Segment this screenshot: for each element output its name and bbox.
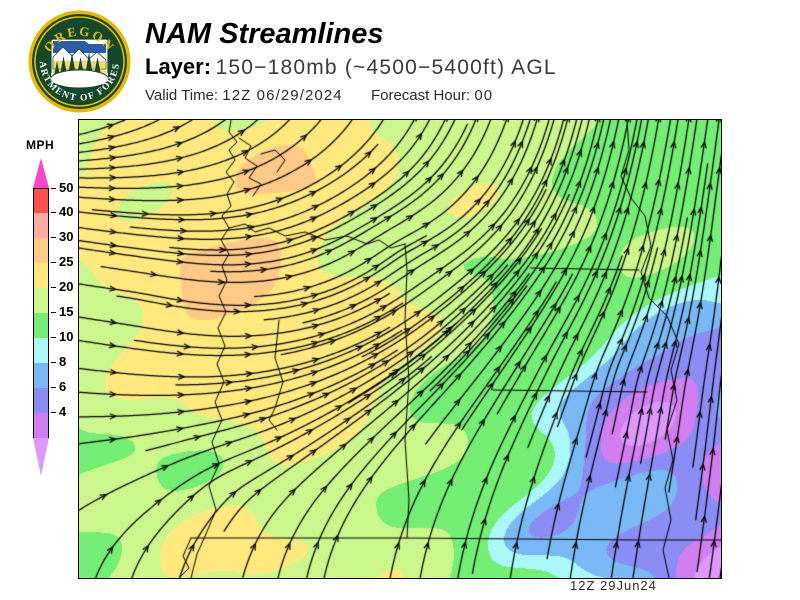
- legend-band: 50: [33, 180, 73, 213]
- wind-speed-legend: MPH 50 40 30 25 20 15 10 8 6 4: [12, 138, 78, 538]
- streamline-map[interactable]: [78, 119, 722, 579]
- legend-tick-mark: [51, 287, 56, 289]
- legend-tick-label: 4: [51, 404, 95, 419]
- legend-cap-bottom-icon: [33, 438, 49, 476]
- legend-band: 10: [33, 329, 73, 363]
- legend-tick-label: 25: [51, 254, 95, 269]
- forecast-hour-value: 00: [474, 87, 494, 104]
- valid-time-label: Valid Time:: [145, 87, 219, 104]
- legend-tick-mark: [51, 362, 56, 364]
- legend-band-list: 50 40 30 25 20 15 10 8 6 4: [33, 180, 73, 438]
- legend-tick-label: 10: [51, 329, 95, 344]
- layer-label: Layer:: [145, 54, 212, 79]
- legend-band: 15: [33, 304, 73, 338]
- legend-tick-mark: [51, 188, 56, 190]
- oregon-dept-forestry-logo-icon: OREGON DEPARTMENT OF FORESTRY: [27, 9, 131, 113]
- legend-tick-mark: [51, 387, 56, 389]
- page-title: NAM Streamlines: [145, 18, 384, 50]
- legend-band: 20: [33, 279, 73, 313]
- legend-tick-mark: [51, 262, 56, 264]
- legend-band: 6: [33, 379, 66, 413]
- legend-band: 25: [33, 254, 73, 288]
- legend-tick-label: 20: [51, 279, 95, 294]
- legend-tick-mark: [51, 212, 56, 214]
- legend-band: 4: [33, 404, 66, 438]
- title-block: NAM Streamlines Layer: 150−180mb (~4500−…: [145, 18, 785, 106]
- legend-colorbar: 50 40 30 25 20 15 10 8 6 4: [33, 158, 73, 476]
- layer-line: Layer: 150−180mb (~4500−5400ft) AGL: [145, 53, 785, 83]
- map-timestamp: 12Z 29Jun24: [570, 578, 657, 593]
- forecast-hour-label: Forecast Hour:: [370, 87, 471, 104]
- legend-cap-top-icon: [33, 158, 49, 188]
- valid-time-line: Valid Time: 12Z 06/29/2024 Forecast Hour…: [145, 86, 785, 106]
- legend-tick-label: 40: [51, 204, 95, 219]
- legend-band: 30: [33, 229, 73, 263]
- legend-tick-mark: [51, 312, 56, 314]
- legend-tick-label: 50: [51, 180, 95, 195]
- legend-tick-mark: [51, 337, 56, 339]
- layer-value: 150−180mb (~4500−5400ft) AGL: [215, 56, 557, 79]
- map-canvas[interactable]: [79, 120, 721, 578]
- legend-band: 8: [33, 354, 66, 388]
- page-header: OREGON DEPARTMENT OF FORESTRY NAM Stream…: [0, 0, 800, 118]
- legend-tick-mark: [51, 237, 56, 239]
- valid-time-value: 12Z 06/29/2024: [222, 87, 343, 104]
- legend-title: MPH: [26, 138, 55, 152]
- forecast-hour-group: Forecast Hour: 00: [371, 87, 493, 104]
- legend-tick-label: 6: [51, 379, 95, 394]
- legend-tick-label: 30: [51, 229, 95, 244]
- legend-band: 40: [33, 204, 73, 238]
- legend-tick-label: 15: [51, 304, 95, 319]
- legend-tick-mark: [51, 412, 56, 414]
- legend-tick-label: 8: [51, 354, 95, 369]
